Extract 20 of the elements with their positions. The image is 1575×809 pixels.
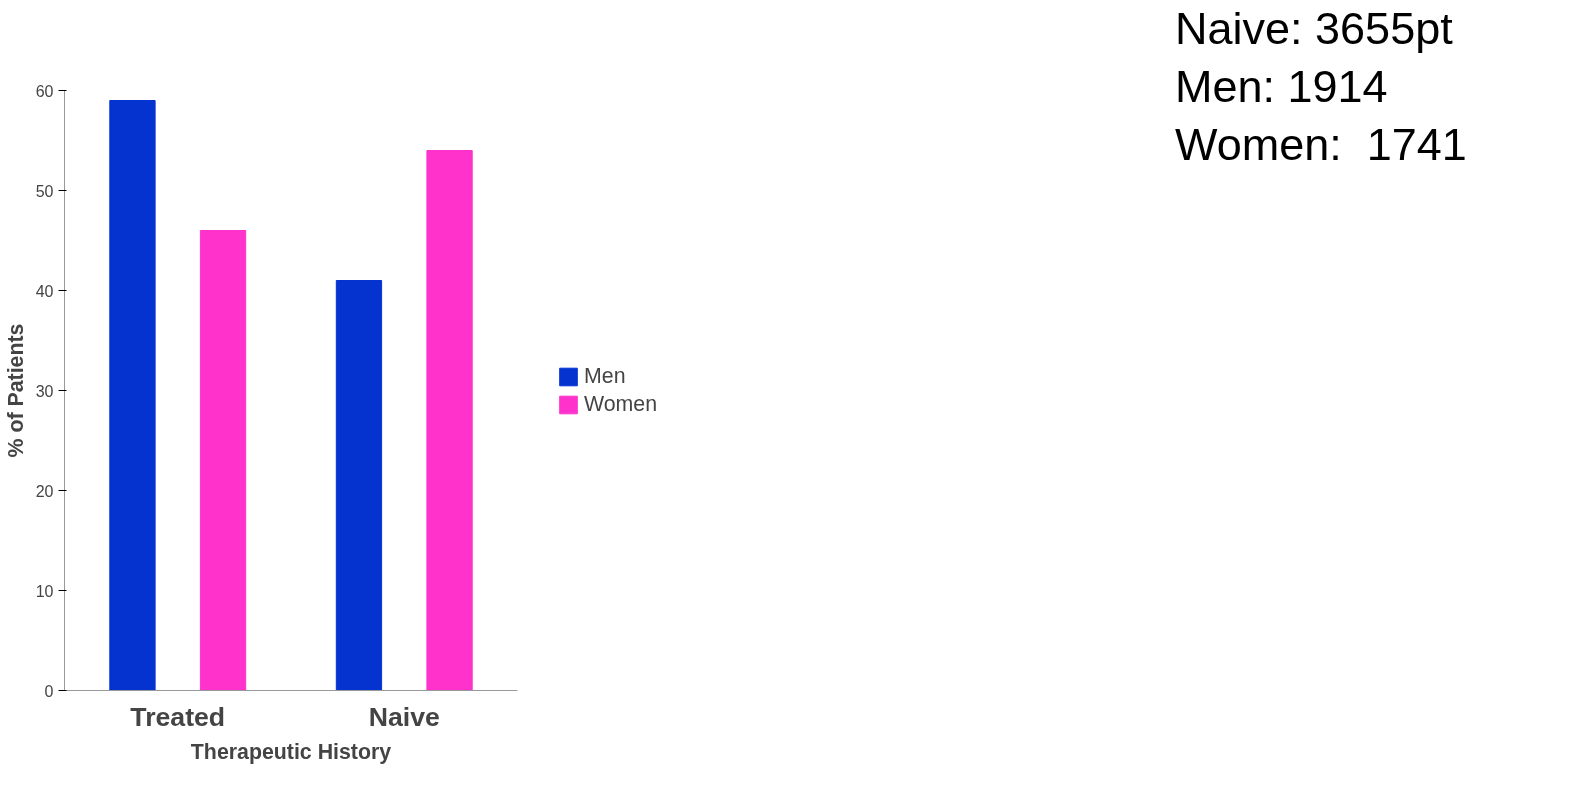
text: Naive: 3655pt <box>1175 2 1454 56</box>
x-tick-label: Naive <box>368 701 440 732</box>
bar <box>109 100 156 691</box>
legend-label: Men <box>584 363 626 389</box>
y-tick-label: 40 <box>35 282 54 300</box>
legend-label: Women <box>584 391 658 417</box>
text: Women: 1741 <box>1175 118 1467 172</box>
bar <box>335 280 383 691</box>
y-axis-title: % of Patients <box>3 323 28 458</box>
y-tick-label: 50 <box>35 182 54 200</box>
bar <box>199 230 247 691</box>
bar <box>426 150 473 691</box>
text: Men: 1914 <box>1175 60 1389 114</box>
y-tick-label: 60 <box>35 82 54 100</box>
y-tick-label: 0 <box>44 682 54 700</box>
y-tick-label: 30 <box>35 382 54 400</box>
y-tick-label: 20 <box>35 482 54 500</box>
y-tick-label: 10 <box>35 582 54 600</box>
x-tick-label: Treated <box>130 701 226 732</box>
x-axis-title: Therapeutic History <box>190 739 392 764</box>
